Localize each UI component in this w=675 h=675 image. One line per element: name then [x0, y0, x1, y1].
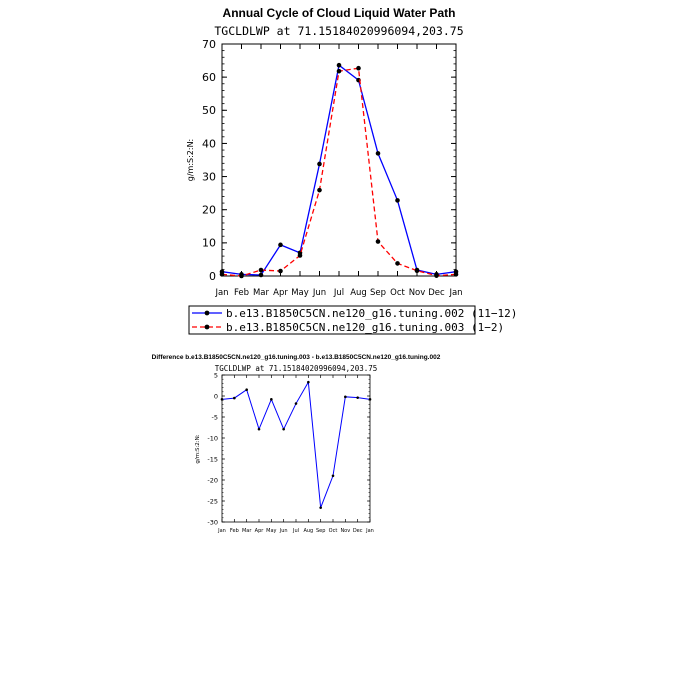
x-tick-label: Jan [214, 288, 228, 298]
difference-chart-subtitle: TGCLDLWP at 71.15184020996094,203.75 [215, 364, 378, 373]
chart-title: Annual Cycle of Cloud Liquid Water Path [223, 6, 456, 20]
chart-subtitle: TGCLDLWP at 71.15184020996094,203.75 [214, 24, 463, 38]
data-point [395, 261, 400, 266]
data-point [356, 396, 359, 399]
x-axis: Jan Feb Mar Apr May Jun Jul Aug Sep Oct Nov Dec Jan [214, 44, 463, 298]
x-tick-label: Mar [242, 528, 252, 534]
difference-x-axis: Jan Feb Mar Apr May Jun Jul Aug Sep Oct Nov Dec Jan [217, 375, 374, 534]
legend-marker-series-2 [204, 324, 210, 330]
y-tick-label: 50 [202, 104, 216, 117]
data-point [319, 506, 322, 510]
data-point [331, 474, 335, 478]
x-tick-label: Jul [292, 528, 299, 534]
data-point [297, 253, 303, 258]
data-point [395, 198, 400, 203]
difference-series-layer [220, 380, 372, 510]
y-tick-label: -5 [212, 413, 218, 421]
data-point [434, 273, 439, 278]
x-tick-label: Oct [329, 528, 338, 534]
y-tick-label: 20 [202, 204, 216, 217]
data-point [414, 268, 420, 273]
legend-box [188, 305, 476, 335]
series-line-2 [221, 67, 457, 277]
x-tick-label: Aug [303, 528, 313, 534]
y-tick-label: 5 [214, 371, 218, 379]
data-point [233, 396, 236, 400]
data-point [375, 151, 381, 156]
data-point [245, 388, 248, 392]
data-point [375, 239, 381, 244]
x-tick-label: May [266, 528, 276, 534]
data-point [239, 273, 244, 279]
y-tick-label: 70 [202, 38, 216, 51]
y-tick-label: 0 [214, 392, 218, 400]
x-tick-label: Mar [253, 288, 270, 298]
data-point [282, 427, 285, 431]
y-axis: 0 10 20 30 40 50 60 70 [202, 38, 456, 283]
data-point [336, 62, 342, 68]
y-tick-label: 30 [202, 170, 216, 183]
data-point [220, 398, 224, 401]
y-tick-label: -20 [207, 476, 218, 484]
series-layer [219, 62, 459, 279]
plot-frame [221, 43, 457, 277]
x-tick-label: Jun [312, 288, 326, 298]
legend-label-series-2: b.e13.B1850C5CN.ne120_g16.tuning.003 (1−… [226, 321, 504, 334]
difference-chart-title: Difference b.e13.B1850C5CN.ne120_g16.tun… [152, 354, 441, 361]
difference-y-axis-label: g/m:S:2:N: [195, 434, 201, 463]
x-tick-label: Jan [217, 528, 226, 534]
data-point [356, 65, 361, 71]
data-point [270, 398, 273, 401]
data-point [257, 427, 261, 431]
x-tick-label: Feb [234, 288, 249, 298]
x-tick-label: Jun [279, 528, 288, 534]
y-tick-label: -10 [207, 434, 218, 442]
x-tick-label: Jul [333, 288, 344, 298]
x-tick-label: Jan [448, 288, 462, 298]
x-tick-label: Aug [350, 288, 367, 298]
x-tick-label: Sep [316, 528, 325, 534]
data-point [453, 272, 459, 277]
data-point [368, 398, 372, 401]
annual-cycle-chart: Annual Cycle of Cloud Liquid Water Path … [186, 6, 517, 335]
legend-label-series-1: b.e13.B1850C5CN.ne120_g16.tuning.002 (11… [226, 307, 517, 320]
x-tick-label: Apr [273, 288, 288, 298]
y-tick-label: 0 [209, 270, 216, 283]
x-tick-label: Apr [255, 528, 265, 534]
x-tick-label: Nov [409, 288, 426, 298]
difference-chart: Difference b.e13.B1850C5CN.ne120_g16.tun… [152, 354, 441, 534]
legend: b.e13.B1850C5CN.ne120_g16.tuning.002 (11… [188, 305, 517, 335]
data-point [278, 268, 283, 274]
x-tick-label: Nov [340, 528, 350, 534]
data-point [278, 242, 283, 248]
y-tick-label: -25 [207, 497, 218, 505]
y-tick-label: 60 [202, 71, 216, 84]
data-point [219, 272, 225, 277]
y-axis-label: g/m:S:2:N: [186, 139, 195, 182]
y-tick-label: -15 [207, 455, 218, 463]
x-tick-label: Oct [390, 288, 405, 298]
data-point [317, 187, 322, 193]
x-tick-label: Feb [230, 528, 239, 534]
data-point [294, 402, 298, 405]
y-tick-label: 10 [202, 237, 216, 250]
data-point [258, 267, 264, 273]
x-tick-label: May [291, 288, 309, 298]
data-point [258, 272, 264, 278]
x-tick-label: Jan [365, 528, 374, 534]
series-line-1 [221, 64, 457, 276]
x-tick-label: Sep [370, 288, 386, 298]
legend-marker-series-1 [204, 310, 210, 316]
data-point [344, 395, 347, 399]
y-tick-label: -30 [207, 518, 218, 526]
data-point [336, 68, 342, 74]
difference-y-axis: 5 0 -5 -10 -15 -20 -25 -30 [207, 371, 370, 526]
series-line-1 [221, 380, 371, 508]
x-tick-label: Dec [353, 528, 363, 534]
data-point [307, 380, 310, 384]
y-tick-label: 40 [202, 137, 216, 150]
x-tick-label: Dec [428, 288, 445, 298]
data-point [317, 161, 322, 167]
